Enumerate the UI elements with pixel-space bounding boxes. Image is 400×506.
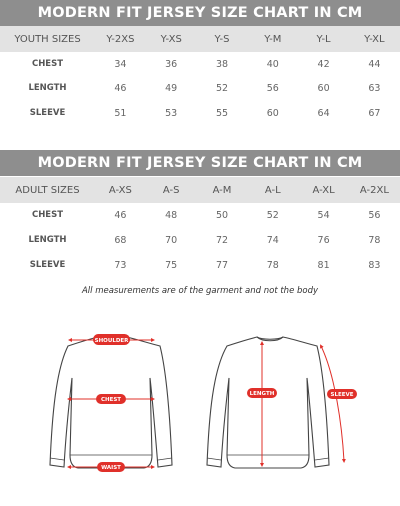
table-cell: 76 [317, 234, 330, 246]
table-cell: 75 [165, 259, 178, 271]
waist-marker: WAIST [67, 462, 155, 472]
table-cell: 78 [266, 259, 279, 271]
row-label: SLEEVE [29, 108, 66, 118]
adult-size-col: A-M [212, 184, 232, 196]
row-label: SLEEVE [29, 260, 66, 270]
table-cell: 55 [215, 107, 229, 119]
adult-header-row: ADULT SIZES A-XS A-S A-M A-L A-XL A-2XL [0, 177, 400, 203]
table-cell: 78 [368, 234, 381, 246]
table-row: CHEST 34 36 38 40 42 44 [0, 52, 400, 76]
adult-size-col: A-XS [108, 184, 132, 196]
youth-header-row: YOUTH SIZES Y-2XS Y-XS Y-S Y-M Y-L Y-XL [0, 26, 400, 52]
table-cell: 56 [368, 209, 381, 221]
table-row: LENGTH 46 49 52 56 60 63 [0, 76, 400, 100]
table-cell: 60 [266, 107, 279, 119]
table-cell: 68 [114, 234, 127, 246]
sleeve-marker: SLEEVE [320, 344, 357, 463]
table-cell: 40 [266, 58, 279, 70]
table-cell: 73 [114, 259, 127, 271]
length-marker: LENGTH [247, 341, 277, 467]
table-cell: 51 [114, 107, 127, 119]
table-cell: 50 [215, 209, 229, 221]
chest-label: CHEST [101, 397, 121, 403]
row-label: LENGTH [28, 235, 67, 245]
youth-size-header: YOUTH SIZES [14, 33, 81, 45]
table-cell: 52 [215, 82, 229, 94]
table-cell: 49 [165, 82, 178, 94]
table-cell: 70 [165, 234, 178, 246]
adult-size-col: A-S [162, 184, 180, 196]
shoulder-marker: SHOULDER [68, 334, 155, 345]
row-label: CHEST [31, 59, 64, 69]
chest-marker: CHEST [67, 394, 155, 404]
sleeve-label: SLEEVE [331, 392, 354, 398]
adult-size-col: A-L [264, 184, 281, 196]
table-row: SLEEVE 51 53 55 60 64 67 [0, 101, 400, 125]
table-cell: 77 [215, 259, 229, 271]
adult-chart-title: MODERN FIT JERSEY SIZE CHART IN CM [0, 150, 400, 176]
table-cell: 83 [368, 259, 381, 271]
youth-size-col: Y-XS [160, 33, 182, 45]
adult-size-header: ADULT SIZES [15, 184, 80, 196]
table-row: CHEST 46 48 50 52 54 56 [0, 203, 400, 227]
table-cell: 56 [266, 82, 279, 94]
youth-size-col: Y-L [316, 33, 331, 45]
jersey-measurement-diagram: SHOULDER CHEST WAIST LENGTH SLEEVE [49, 334, 357, 472]
table-cell: 36 [165, 58, 178, 70]
youth-size-col: Y-M [264, 33, 282, 45]
table-cell: 81 [317, 259, 330, 271]
youth-chart-title: MODERN FIT JERSEY SIZE CHART IN CM [0, 0, 400, 26]
table-cell: 67 [368, 107, 381, 119]
table-cell: 46 [114, 82, 127, 94]
table-cell: 74 [266, 234, 279, 246]
shoulder-label: SHOULDER [95, 338, 130, 344]
adult-size-col: A-2XL [359, 184, 389, 196]
table-cell: 72 [215, 234, 229, 246]
table-cell: 63 [368, 82, 381, 94]
youth-size-col: Y-S [214, 33, 230, 45]
row-label: CHEST [31, 210, 64, 220]
table-cell: 48 [165, 209, 178, 221]
adult-size-col: A-XL [312, 184, 335, 196]
table-cell: 44 [368, 58, 381, 70]
table-row: SLEEVE 73 75 77 78 81 83 [0, 253, 400, 277]
youth-size-col: Y-2XS [106, 33, 135, 45]
table-cell: 64 [317, 107, 330, 119]
table-cell: 53 [165, 107, 178, 119]
table-cell: 60 [317, 82, 330, 94]
table-cell: 54 [317, 209, 330, 221]
back-shirt-outline [206, 336, 330, 469]
measurement-note: All measurements are of the garment and … [81, 286, 319, 296]
row-label: LENGTH [28, 83, 67, 93]
table-cell: 52 [266, 209, 279, 221]
table-cell: 42 [317, 58, 330, 70]
table-cell: 38 [215, 58, 229, 70]
table-cell: 34 [114, 58, 127, 70]
waist-label: WAIST [101, 465, 121, 471]
youth-size-col: Y-XL [364, 33, 385, 45]
length-label: LENGTH [250, 391, 275, 397]
table-row: LENGTH 68 70 72 74 76 78 [0, 228, 400, 252]
table-cell: 46 [114, 209, 127, 221]
